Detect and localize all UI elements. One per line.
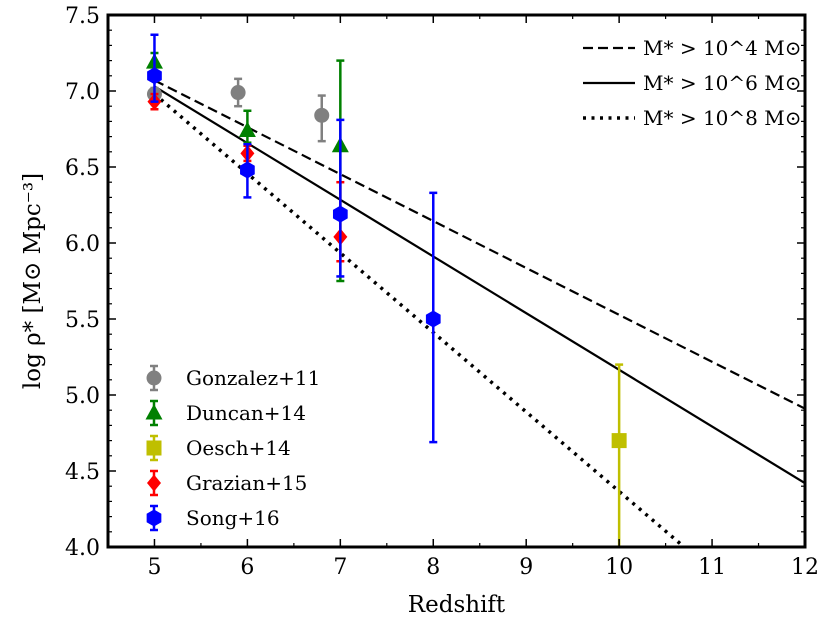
series-gonzalez-11 [146, 77, 330, 143]
legend-bottom-left: Gonzalez+11 Duncan+14 Oesch+14 Grazian+15 So… [145, 364, 320, 532]
data-point [238, 121, 256, 138]
x-tick-label: 8 [426, 555, 440, 580]
y-tick-label: 4.5 [65, 460, 100, 485]
data-point [314, 107, 330, 123]
data-point [147, 67, 162, 85]
legend-marker [146, 509, 162, 527]
legend-label: Duncan+14 [186, 401, 306, 425]
x-tick-label: 7 [333, 555, 347, 580]
data-point [425, 310, 441, 328]
legend-label: M* > 10^4 M⊙ [643, 36, 801, 60]
x-tick-label: 9 [519, 555, 533, 580]
series-oesch-14 [611, 363, 627, 547]
data-point [332, 205, 348, 223]
legend-marker [146, 370, 162, 386]
x-tick-label: 11 [698, 555, 726, 580]
data-points [145, 33, 627, 547]
legend-label: Oesch+14 [186, 436, 291, 460]
y-tick-label: 6.0 [65, 232, 100, 257]
legend-label: M* > 10^8 M⊙ [643, 106, 801, 130]
y-tick-label: 4.0 [65, 536, 100, 561]
legend-marker [147, 474, 161, 492]
x-axis-label: Redshift [408, 592, 506, 618]
y-tick-label: 6.5 [65, 156, 100, 181]
data-point [230, 85, 246, 101]
y-tick-label: 7.5 [65, 4, 100, 29]
x-tick-label: 5 [147, 555, 161, 580]
y-tick-label: 5.5 [65, 308, 100, 333]
data-point [240, 161, 255, 179]
y-tick-label: 5.0 [65, 384, 100, 409]
legend-label: Grazian+15 [186, 471, 307, 495]
model-lines [153, 79, 805, 547]
data-point [611, 433, 627, 449]
model-line-dashed [153, 79, 805, 410]
legend-label: Song+16 [186, 506, 280, 530]
x-tick-label: 10 [605, 555, 633, 580]
legend-marker [146, 440, 162, 456]
y-axis-label: log ρ* [M⊙ Mpc⁻³] [20, 173, 46, 389]
legend-top-right: M* > 10^4 M⊙ M* > 10^6 M⊙ M* > 10^8 M⊙ [583, 36, 801, 130]
x-tick-label: 12 [791, 555, 819, 580]
x-tick-label: 6 [240, 555, 254, 580]
legend-label: Gonzalez+11 [186, 366, 320, 390]
plot-frame [106, 13, 807, 549]
y-tick-label: 7.0 [65, 80, 100, 105]
model-line-solid [153, 85, 805, 485]
legend-marker [145, 404, 163, 420]
series-song-16 [147, 33, 441, 444]
legend-label: M* > 10^6 M⊙ [643, 71, 801, 95]
model-line-dotted [153, 92, 687, 547]
axis-ticks: 5 6 7 8 9 10 11 12 4.0 4.5 5.0 5.5 6.0 6.5 7.0 7.5 [65, 4, 819, 580]
